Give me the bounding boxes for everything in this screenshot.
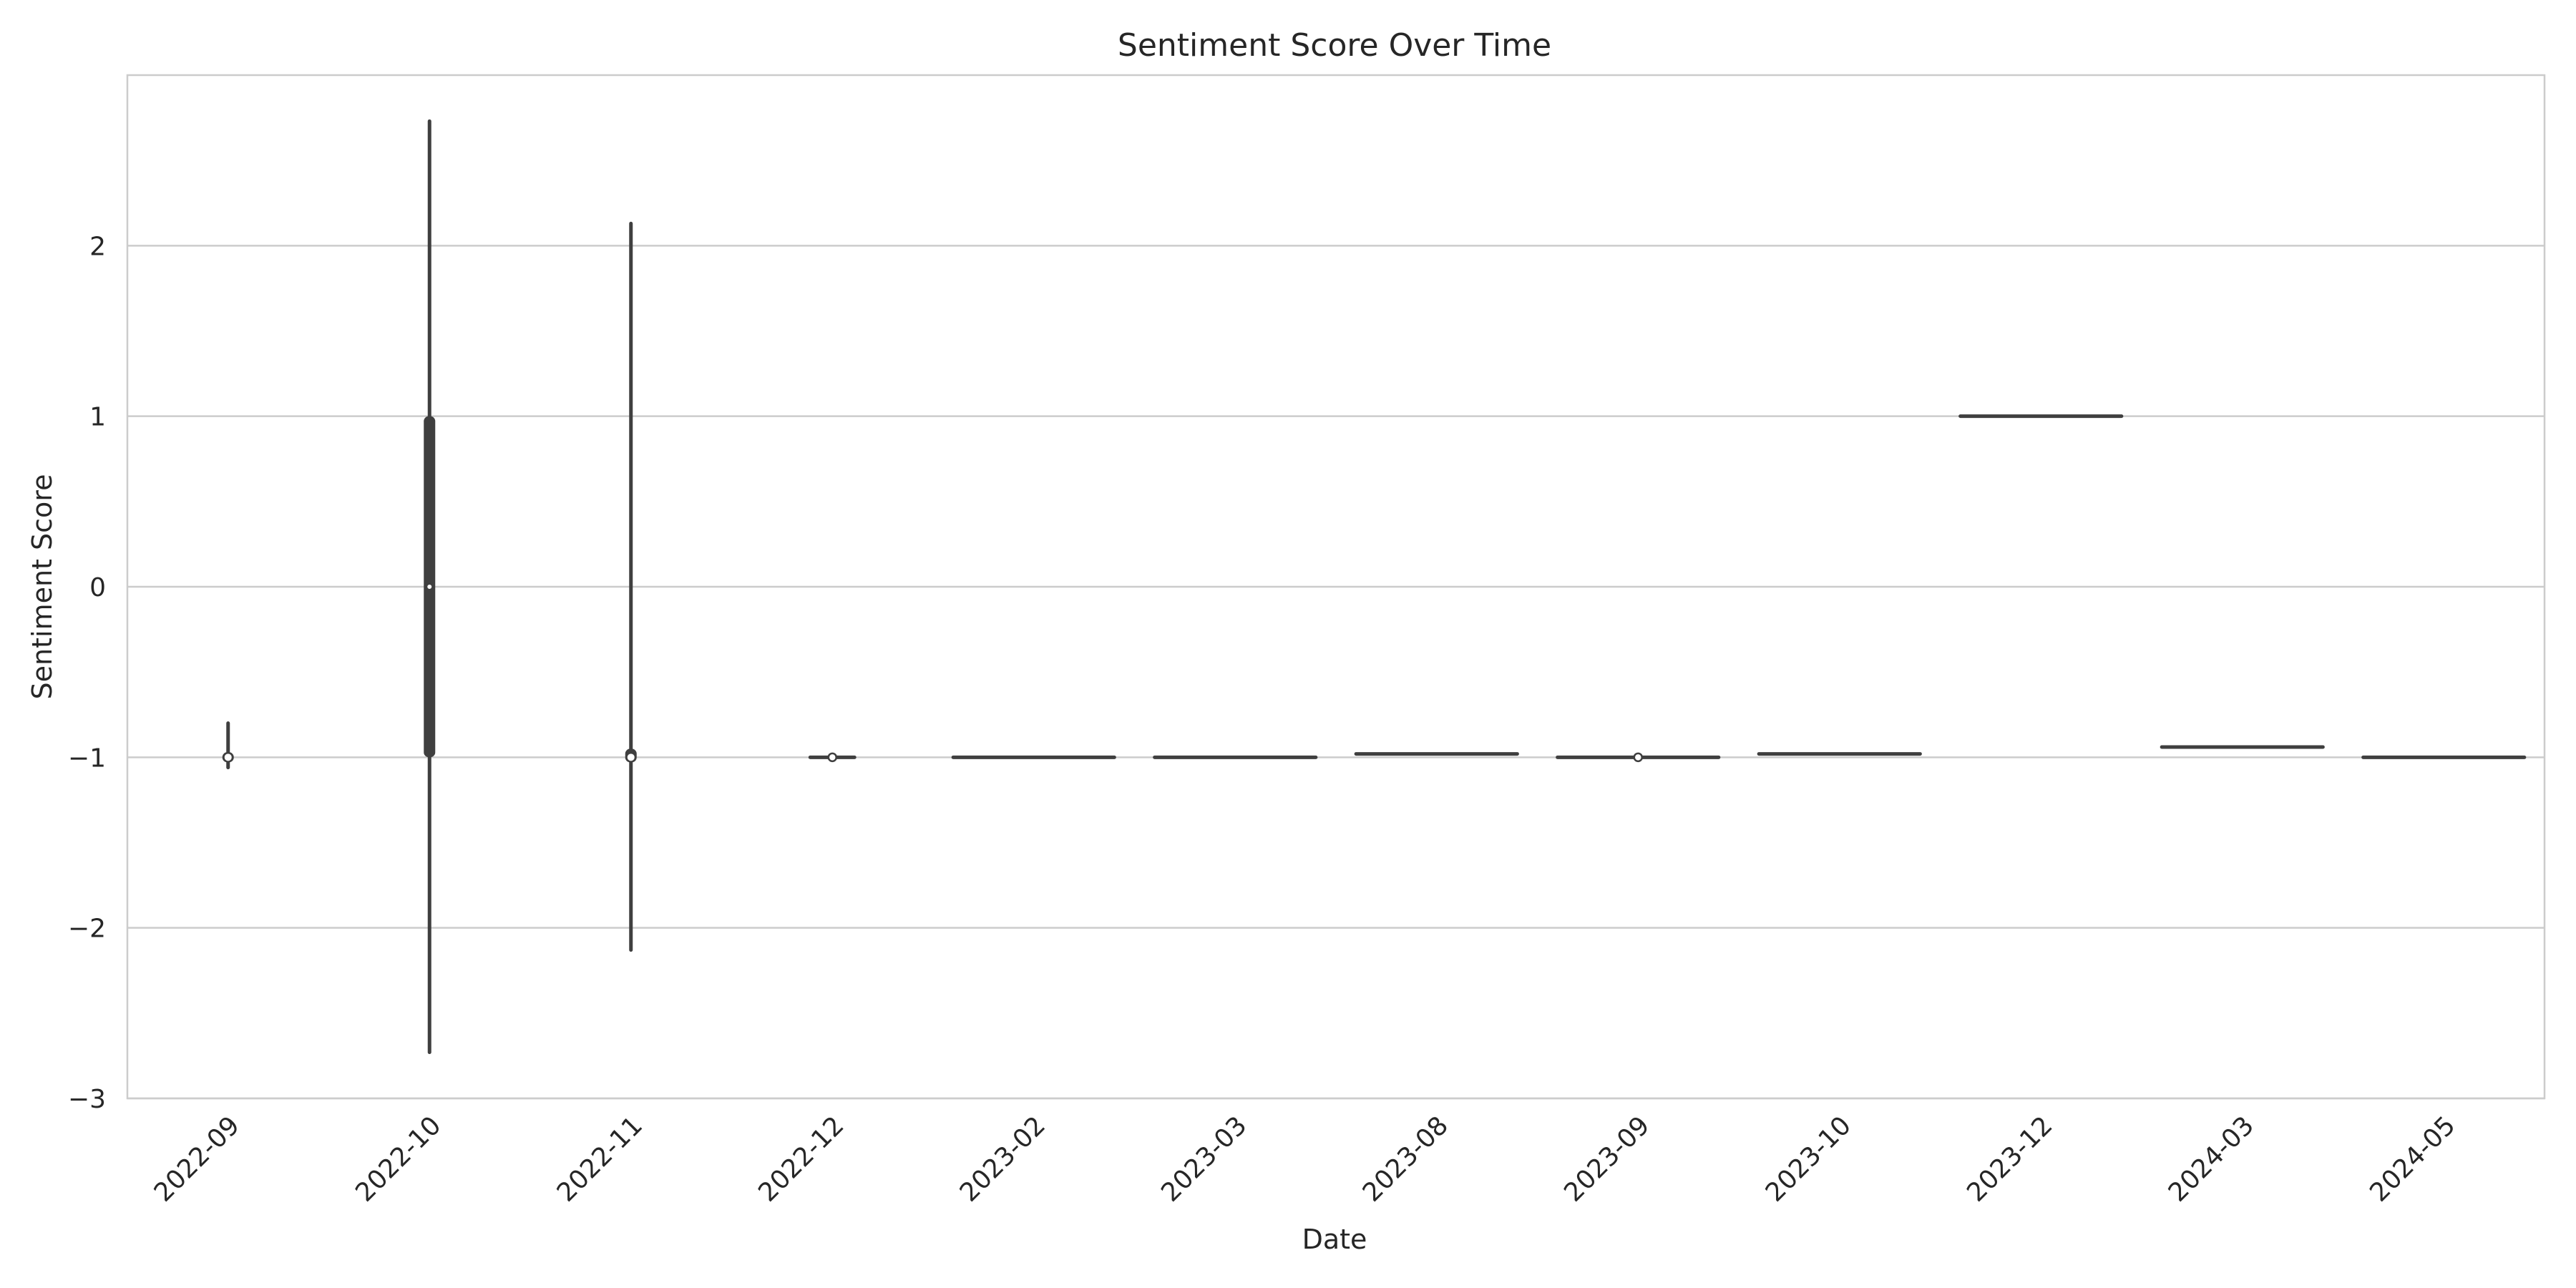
- violin-2022-12: [808, 752, 857, 763]
- x-tick-label: 2022-09: [149, 1111, 245, 1207]
- x-tick-label: 2023-12: [1961, 1111, 2058, 1207]
- grid-lines: [127, 245, 2545, 1100]
- y-tick-label: −1: [68, 743, 106, 773]
- x-tick-label: 2023-09: [1558, 1111, 1655, 1207]
- median-marker: [426, 583, 434, 590]
- violin-2022-09: [222, 721, 234, 770]
- x-tick-label: 2024-05: [2364, 1111, 2461, 1207]
- y-axis-ticks: −3 −2 −1 0 1 2: [68, 232, 106, 1114]
- x-axis-ticks: 2022-09 2022-10 2022-11 2022-12 2023-02 2023-…: [149, 1111, 2462, 1207]
- y-axis-label: Sentiment Score: [26, 474, 58, 700]
- violins: [222, 119, 2527, 1055]
- y-tick-label: −2: [68, 914, 106, 944]
- x-tick-label: 2023-02: [955, 1111, 1051, 1207]
- x-tick-label: 2022-11: [552, 1111, 648, 1207]
- y-tick-label: 2: [89, 232, 106, 261]
- median-marker: [827, 752, 837, 763]
- y-tick-label: −3: [68, 1085, 106, 1114]
- median-marker: [625, 752, 636, 763]
- y-tick-label: 0: [89, 573, 106, 602]
- x-tick-label: 2022-12: [753, 1111, 849, 1207]
- x-tick-label: 2023-10: [1760, 1111, 1857, 1207]
- median-marker: [1633, 752, 1643, 763]
- violin-2022-10: [424, 119, 436, 1055]
- x-axis-label: Date: [1302, 1224, 1367, 1255]
- x-tick-label: 2024-03: [2163, 1111, 2260, 1207]
- x-tick-label: 2022-10: [350, 1111, 447, 1207]
- chart-title: Sentiment Score Over Time: [1118, 27, 1551, 64]
- violin-2022-11: [625, 221, 637, 952]
- median-marker: [223, 752, 233, 763]
- y-tick-label: 1: [89, 403, 106, 432]
- x-tick-label: 2023-08: [1357, 1111, 1454, 1207]
- x-tick-label: 2023-03: [1156, 1111, 1252, 1207]
- violin-2023-09: [1556, 752, 1721, 763]
- plot-frame: [126, 74, 2546, 1100]
